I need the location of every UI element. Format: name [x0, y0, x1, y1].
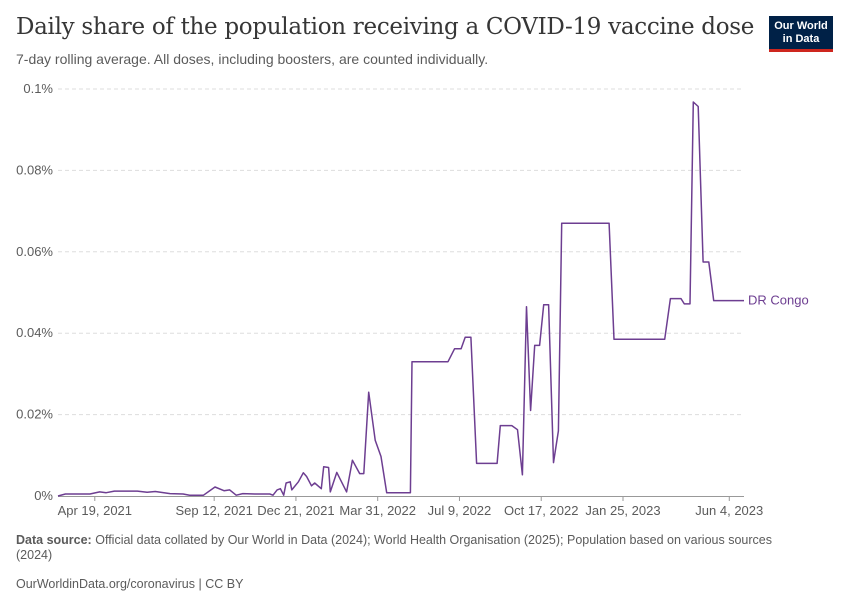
chart-subtitle: 7-day rolling average. All doses, includ…: [16, 51, 489, 67]
x-axis: Apr 19, 2021 Sep 12, 2021 Dec 21, 2021 Mar …: [58, 496, 763, 518]
x-tick-label: Sep 12, 2021: [175, 503, 252, 518]
y-tick-label: 0.08%: [16, 162, 53, 177]
grid-lines: [58, 88, 744, 416]
y-tick-label: 0%: [34, 488, 53, 503]
chart-footer: Data source: Official data collated by O…: [16, 533, 806, 592]
x-tick-label: Jul 9, 2022: [428, 503, 492, 518]
x-tick-label: Jun 4, 2023: [695, 503, 763, 518]
x-tick-label: Mar 31, 2022: [339, 503, 416, 518]
source-text: Official data collated by Our World in D…: [16, 533, 772, 562]
logo-line-1: Our World: [774, 20, 828, 32]
y-axis-labels: 0% 0.02% 0.04% 0.06% 0.08% 0.1%: [16, 81, 53, 503]
logo-line-2: in Data: [782, 33, 820, 45]
y-tick-label: 0.1%: [23, 81, 53, 96]
series-label-dr-congo: DR Congo: [748, 293, 809, 308]
y-tick-label: 0.06%: [16, 244, 53, 259]
chart-title: Daily share of the population receiving …: [16, 14, 755, 40]
x-tick-label: Dec 21, 2021: [257, 503, 334, 518]
owid-logo[interactable]: Our World in Data: [769, 16, 833, 52]
source-note: Data source: Official data collated by O…: [16, 533, 806, 563]
source-label: Data source:: [16, 533, 92, 547]
x-tick-label: Apr 19, 2021: [58, 503, 132, 518]
x-tick-label: Oct 17, 2022: [504, 503, 578, 518]
y-tick-label: 0.04%: [16, 325, 53, 340]
y-tick-label: 0.02%: [16, 407, 53, 422]
credit-link[interactable]: OurWorldinData.org/coronavirus | CC BY: [16, 577, 244, 591]
series-layer: DR Congo: [57, 101, 809, 497]
series-line-dr-congo: [57, 101, 744, 497]
line-chart: 0% 0.02% 0.04% 0.06% 0.08% 0.1% Apr 19, 2021 S…: [16, 81, 809, 518]
x-tick-label: Jan 25, 2023: [585, 503, 660, 518]
